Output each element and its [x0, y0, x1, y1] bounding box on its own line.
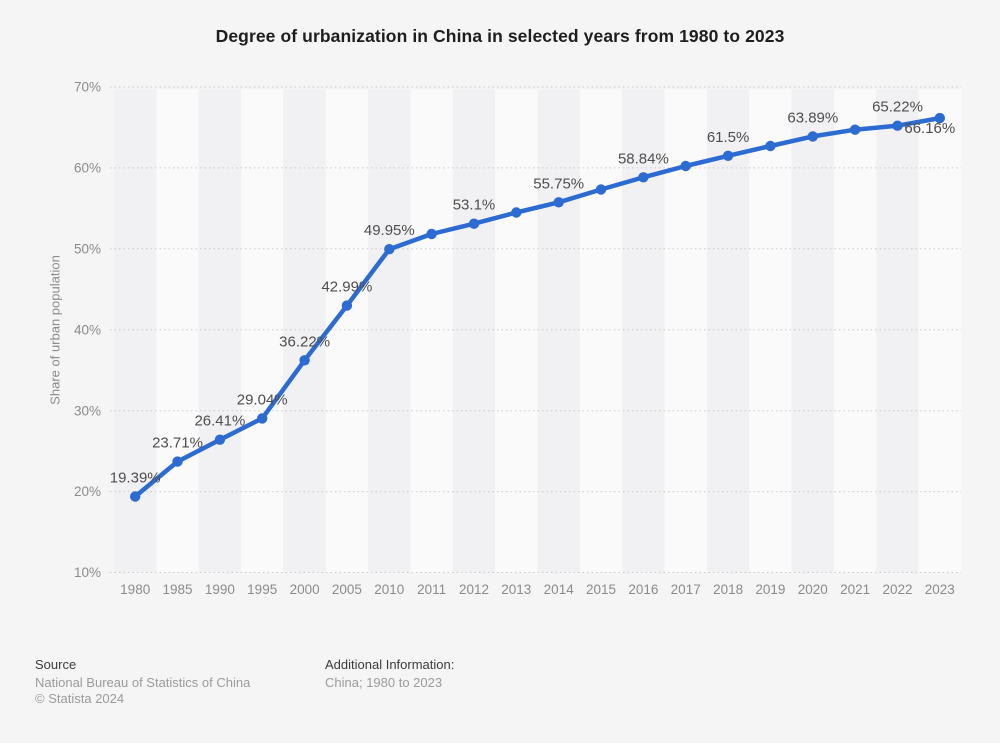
plot-band: [918, 89, 961, 573]
x-tick-label: 2013: [501, 582, 531, 597]
data-points: [130, 112, 945, 502]
data-point-label: 19.39%: [110, 470, 161, 487]
y-tick-label: 40%: [74, 322, 101, 337]
data-point: [807, 131, 818, 142]
x-tick-label: 2000: [290, 582, 320, 597]
y-tick-label: 20%: [74, 484, 101, 499]
x-tick-label: 2023: [925, 582, 955, 597]
x-tick-label: 2010: [374, 582, 404, 597]
source-block: Source National Bureau of Statistics of …: [35, 657, 250, 708]
x-tick-label: 2022: [882, 582, 912, 597]
data-point: [468, 218, 480, 229]
data-point-label: 36.22%: [279, 333, 330, 350]
data-point-label: 65.22%: [872, 99, 923, 116]
data-point: [595, 184, 607, 195]
data-point-label: 49.95%: [364, 222, 415, 239]
data-point: [892, 120, 903, 131]
plot-band: [283, 89, 326, 573]
y-axis-title: Share of urban population: [47, 255, 63, 405]
plot-band: [622, 89, 665, 573]
plot-bands: [114, 89, 961, 573]
plot-band: [368, 89, 411, 573]
x-tick-label: 2020: [798, 582, 828, 597]
data-point: [172, 456, 183, 467]
plot-band: [791, 89, 834, 573]
data-point: [130, 491, 141, 502]
y-tick-label: 30%: [74, 403, 101, 418]
x-tick-label: 2011: [417, 582, 446, 597]
x-tick-label: 2017: [671, 582, 701, 597]
data-point-label: 29.04%: [237, 391, 288, 408]
data-point: [934, 112, 945, 124]
plot-band: [579, 89, 623, 573]
plot-band: [495, 89, 538, 573]
data-point: [426, 228, 437, 240]
series-line: [132, 115, 943, 499]
chart-plot-area: 10% 20% 30% 40% 50% 60% 70% 1980 1985 1990 1995 20…: [74, 80, 961, 597]
x-tick-label: 1980: [120, 582, 150, 597]
y-tick-label: 60%: [74, 161, 101, 176]
data-point-label: 53.1%: [453, 197, 496, 214]
plot-band: [452, 89, 496, 573]
data-point: [384, 244, 395, 255]
data-point: [511, 207, 522, 218]
plot-band: [834, 89, 877, 573]
plot-band: [198, 89, 242, 573]
x-tick-label: 2021: [840, 582, 870, 597]
x-tick-label: 1990: [205, 582, 235, 597]
plot-band: [241, 89, 284, 573]
trend-line: [132, 115, 943, 499]
source-name: National Bureau of Statistics of China: [35, 674, 251, 690]
additional-info-block: Additional Information: China; 1980 to 2…: [325, 657, 454, 691]
x-tick-label: 2012: [459, 582, 489, 597]
x-tick-labels: 1980 1985 1990 1995 2000 2005 2010 2011 2012 2013…: [120, 582, 955, 597]
data-point: [722, 150, 734, 161]
data-point: [765, 140, 776, 152]
y-tick-labels: 10% 20% 30% 40% 50% 60% 70%: [74, 80, 101, 580]
data-point-label: 55.75%: [533, 175, 584, 192]
plot-band: [876, 89, 919, 573]
data-point: [257, 413, 268, 424]
y-tick-label: 50%: [74, 241, 101, 256]
x-tick-label: 2016: [628, 582, 658, 597]
plot-band: [156, 89, 199, 573]
data-point: [299, 355, 310, 366]
data-point-label: 23.71%: [152, 435, 203, 452]
x-tick-label: 2015: [586, 582, 616, 597]
data-point-labels: 19.39% 23.71% 26.41% 29.04% 36.22% 42.99% 49.9…: [110, 99, 955, 487]
y-tick-label: 10%: [74, 565, 101, 580]
x-tick-label: 2019: [755, 582, 785, 597]
plot-band: [325, 89, 369, 573]
chart-title: Degree of urbanization in China in selec…: [215, 26, 785, 46]
data-point: [680, 160, 691, 172]
data-point-label: 42.99%: [321, 279, 372, 296]
data-point: [849, 124, 861, 135]
data-point: [638, 172, 649, 183]
plot-band: [749, 89, 792, 573]
data-point-label: 26.41%: [194, 413, 245, 430]
data-point-label: 61.5%: [707, 129, 750, 146]
plot-band: [706, 89, 750, 573]
additional-info-heading: Additional Information:: [325, 657, 455, 672]
data-point: [553, 197, 564, 208]
data-point-label: 58.84%: [618, 150, 669, 167]
x-tick-label: 1985: [162, 582, 192, 597]
x-tick-label: 1995: [247, 582, 277, 597]
x-tick-label: 2018: [713, 582, 743, 597]
additional-info-text: China; 1980 to 2023: [325, 674, 443, 690]
plot-band: [410, 89, 453, 573]
data-point: [341, 300, 353, 311]
x-tick-label: 2014: [544, 582, 575, 597]
copyright: © Statista 2024: [35, 691, 125, 706]
data-point-label: 66.16%: [904, 120, 955, 137]
data-point-label: 63.89%: [787, 109, 838, 126]
source-heading: Source: [35, 657, 77, 672]
x-tick-label: 2005: [332, 582, 362, 597]
y-tick-label: 70%: [74, 80, 101, 95]
data-point: [214, 434, 226, 445]
plot-band: [537, 89, 580, 573]
